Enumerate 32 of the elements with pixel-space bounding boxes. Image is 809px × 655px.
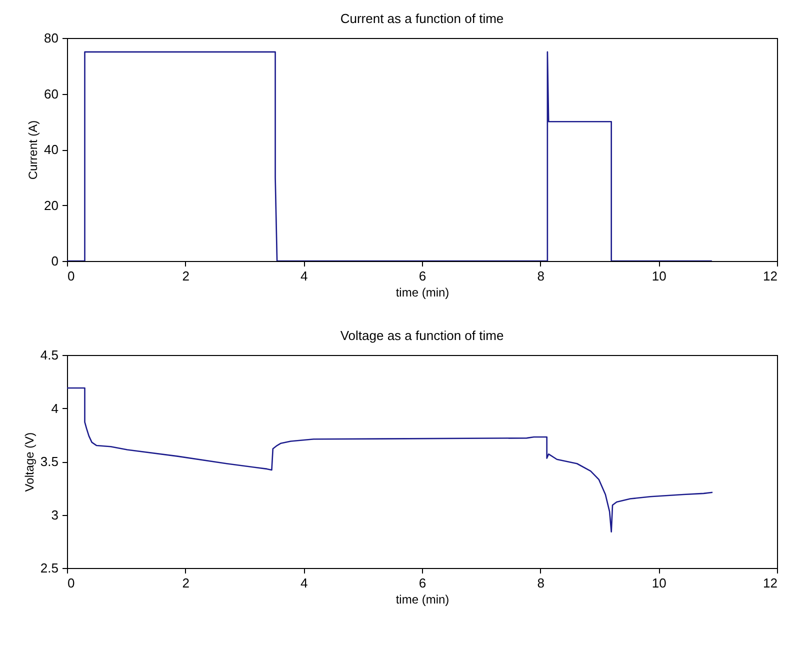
x-tick-label: 10 [652,268,666,284]
y-tick-label: 3.5 [40,454,58,469]
y-tick-label: 2.5 [40,560,58,576]
x-axis-title: time (min) [396,592,450,606]
y-tick-label: 80 [44,30,58,46]
x-tick-label: 2 [182,576,190,590]
line-series [67,387,714,532]
x-tick-label: 4 [300,576,308,590]
x-tick-label: 10 [652,576,666,590]
y-tick-label: 0 [51,254,58,268]
x-tick-label: 2 [182,268,190,284]
chart-title: Current as a function of time [340,11,504,26]
x-tick-label: 6 [418,268,426,284]
line-series [67,51,713,261]
x-tick-label: 0 [68,268,75,284]
x-tick-label: 8 [537,576,544,590]
y-tick-label: 40 [44,142,58,157]
y-tick-label: 20 [44,198,58,213]
y-tick-label: 60 [44,86,58,102]
y-axis-title: Voltage (V) [22,432,36,492]
x-tick-label: 8 [537,268,544,284]
x-axis-title: time (min) [396,286,450,300]
x-tick-label: 6 [418,576,426,590]
chart-title: Voltage as a function of time [340,328,504,343]
y-tick-label: 4.5 [40,348,58,362]
x-tick-label: 12 [763,268,778,284]
x-tick-label: 12 [763,576,778,590]
y-tick-label: 3 [51,507,58,522]
y-tick-label: 4 [51,400,58,416]
y-axis-title: Current (A) [26,120,40,180]
x-tick-label: 4 [300,268,308,284]
x-tick-label: 0 [68,576,75,590]
